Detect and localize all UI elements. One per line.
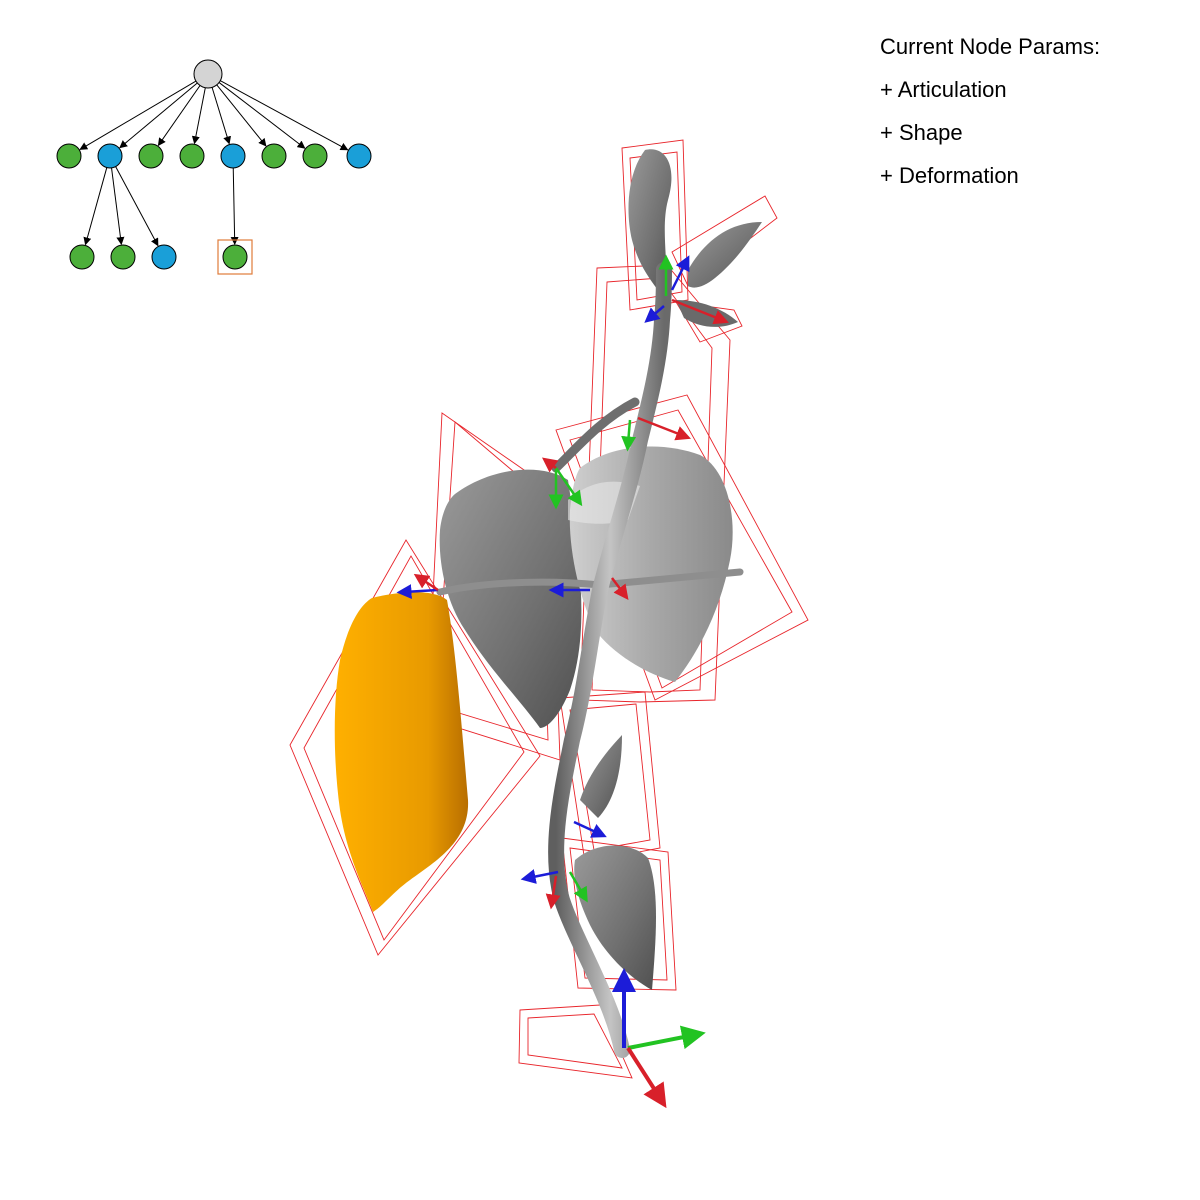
tree-edge [83, 167, 108, 246]
param-articulation[interactable]: + Articulation [880, 77, 1007, 102]
bbox-stem-base [518, 1004, 633, 1079]
tree-node-root[interactable] [193, 59, 223, 89]
tree-node-leaf[interactable] [56, 143, 82, 169]
joint-axis-top [644, 254, 729, 325]
params-title: Current Node Params: [880, 34, 1101, 59]
tree-edge [111, 167, 125, 246]
joint-axis-mid [548, 577, 629, 600]
leaf-mesh-small[interactable] [580, 735, 622, 818]
tree-node-branch[interactable] [151, 244, 177, 270]
leaf-mesh-top-right[interactable] [688, 222, 762, 288]
tree-edge [211, 85, 231, 145]
tree-edge [230, 167, 239, 246]
root-axis-gizmo[interactable] [612, 968, 706, 1109]
tree-node-leaf[interactable] [138, 143, 164, 169]
tree-edge [79, 79, 198, 150]
tree-edges [79, 79, 349, 247]
bbox-top-right-leaf [671, 195, 778, 343]
joint-axis-upper-branch [542, 416, 691, 510]
param-deformation[interactable]: + Deformation [880, 163, 1019, 188]
tree-edge [218, 79, 349, 151]
joint-axes [396, 254, 729, 1109]
tree-edge [119, 81, 200, 149]
leaf-mesh-dark[interactable] [439, 469, 582, 728]
tree-node-branch[interactable] [97, 143, 123, 169]
tree-node-branch[interactable] [220, 143, 246, 169]
tree-nodes [56, 59, 372, 275]
tree-edge [191, 85, 207, 145]
tree-edge [157, 83, 202, 147]
joint-axis-small-leaf [573, 820, 607, 838]
node-hierarchy-tree[interactable] [0, 0, 420, 300]
node-params-panel: Current Node Params: + Articulation + Sh… [880, 30, 1180, 202]
tree-node-leaf[interactable] [261, 143, 287, 169]
tree-node-leaf[interactable] [110, 244, 136, 270]
param-shape[interactable]: + Shape [880, 120, 963, 145]
tree-node-leaf[interactable] [69, 244, 95, 270]
tree-edge [115, 166, 159, 247]
joint-axis-selected-leaf [396, 573, 439, 600]
leaf-mesh-lower[interactable] [574, 845, 656, 990]
selected-leaf-mesh[interactable] [334, 592, 469, 912]
tree-node-leaf[interactable] [302, 143, 328, 169]
branch-stem-horizontal[interactable] [436, 568, 744, 596]
tree-edge [217, 80, 306, 149]
main-stem[interactable] [548, 262, 672, 1058]
branch-stem-upper[interactable] [551, 397, 640, 473]
tree-edge [215, 83, 267, 147]
tree-node-selected[interactable] [222, 244, 248, 270]
tree-selection-box [217, 239, 253, 275]
tree-node-leaf[interactable] [179, 143, 205, 169]
tree-node-branch[interactable] [346, 143, 372, 169]
joint-axis-lower [520, 869, 588, 910]
